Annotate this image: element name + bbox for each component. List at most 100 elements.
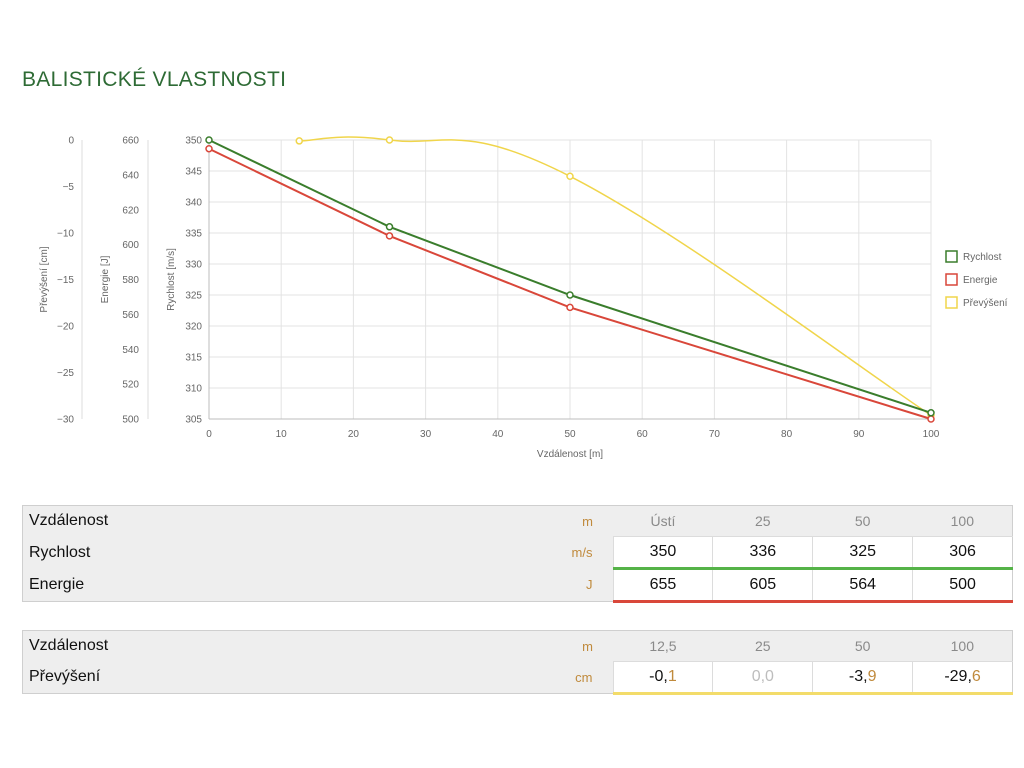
energy-point: [566, 303, 574, 312]
velocity-point: [385, 223, 394, 231]
drop-point: [566, 172, 574, 181]
legend-swatch-velocity: [945, 250, 958, 263]
velocity-unit: m/s: [459, 536, 613, 569]
velocity-tick-label: 335: [185, 229, 202, 240]
velocity-series-line: [208, 139, 932, 414]
distance-unit: m: [459, 505, 613, 537]
x-tick-label: 100: [923, 429, 940, 440]
legend-label-energy: Energie: [963, 275, 998, 286]
velocity-tick-label: 320: [185, 322, 202, 333]
velocity-tick-label: 340: [185, 198, 202, 209]
drop-point: [385, 136, 394, 144]
drop-value: -0,1: [612, 661, 713, 695]
velocity-tick-label: 310: [185, 384, 202, 395]
x-tick-label: 40: [492, 429, 504, 440]
velocity-point: [205, 136, 213, 144]
velocity-tick-label: 330: [185, 260, 202, 271]
table-header-row: Vzdálenost m 12,5 25 50 100: [22, 630, 1013, 662]
drop-tick-label: −20: [57, 322, 74, 333]
energy-value: 655: [612, 568, 713, 603]
energy-tick-label: 520: [122, 380, 139, 391]
energy-tick-label: 660: [122, 136, 139, 147]
x-tick-label: 50: [564, 429, 576, 440]
legend-swatch-energy: [945, 273, 958, 286]
drop-value: 0,0: [712, 661, 813, 695]
velocity-value: 350: [612, 536, 713, 570]
velocity-tick-label: 325: [185, 291, 202, 302]
velocity-tick-label: 315: [185, 353, 202, 364]
velocity-value: 306: [912, 536, 1013, 570]
drop-series-line: [299, 136, 932, 416]
x-tick-label: 80: [781, 429, 793, 440]
energy-tick-label: 540: [122, 345, 139, 356]
distance-header-label: Vzdálenost: [22, 505, 459, 537]
x-tick-label: 30: [420, 429, 432, 440]
velocity-tick-label: 350: [185, 136, 202, 147]
distance-col-1: 12,5: [613, 630, 713, 662]
velocity-row: Rychlost m/s 350 336 325 306: [22, 536, 1013, 570]
energy-tick-label: 620: [122, 205, 139, 216]
distance-col-1: Ústí: [613, 505, 713, 537]
energy-axis-title: Energie [J]: [100, 255, 111, 303]
x-tick-label: 90: [853, 429, 865, 440]
drop-axis-title: Převýšení [cm]: [39, 246, 50, 312]
distance-col-3: 50: [812, 505, 913, 537]
velocity-tick-label: 345: [185, 167, 202, 178]
velocity-axis-title: Rychlost [m/s]: [166, 248, 177, 311]
energy-tick-label: 600: [122, 240, 139, 251]
distance-header-label: Vzdálenost: [22, 630, 459, 662]
drop-tick-label: −15: [57, 275, 74, 286]
drop-tick-label: −5: [63, 182, 75, 193]
drop-point: [295, 137, 303, 145]
distance-col-4: 100: [912, 630, 1013, 662]
energy-point: [927, 415, 935, 423]
drop-row-label: Převýšení: [22, 661, 459, 694]
energy-row-label: Energie: [22, 568, 459, 602]
x-tick-label: 60: [637, 429, 649, 440]
distance-col-4: 100: [912, 505, 1013, 537]
distance-col-3: 50: [812, 630, 913, 662]
velocity-value: 336: [712, 536, 813, 570]
drop-value: -29,6: [912, 661, 1013, 695]
drop-tick-label: −10: [57, 229, 74, 240]
distance-col-2: 25: [712, 505, 813, 537]
drop-tick-label: 0: [68, 136, 74, 147]
energy-unit: J: [459, 568, 613, 602]
energy-value: 500: [912, 568, 1013, 603]
x-tick-label: 20: [348, 429, 360, 440]
velocity-row-label: Rychlost: [22, 536, 459, 569]
table-header-row: Vzdálenost m Ústí 25 50 100: [22, 505, 1013, 537]
legend-label-drop: Převýšení: [963, 298, 1008, 309]
drop-tick-label: −25: [57, 368, 74, 379]
velocity-tick-label: 305: [185, 415, 202, 426]
energy-point: [385, 232, 394, 240]
ballistics-chart: 0 10 20 30 40 50 60 70 80 90 100 Vzdálenost [m] 305 3…: [39, 136, 1008, 461]
distance-unit: m: [459, 630, 613, 662]
page-title: BALISTICKÉ VLASTNOSTI: [22, 68, 287, 91]
drop-table: Vzdálenost m 12,5 25 50 100 Převýšení cm…: [22, 630, 1013, 695]
energy-row: Energie J 655 605 564 500: [22, 568, 1013, 603]
distance-col-2: 25: [712, 630, 813, 662]
velocity-point: [927, 409, 935, 417]
x-tick-label: 10: [276, 429, 288, 440]
x-tick-label: 0: [206, 429, 212, 440]
legend-label-velocity: Rychlost: [963, 252, 1002, 263]
energy-value: 605: [712, 568, 813, 603]
energy-series-line: [208, 147, 932, 420]
x-tick-label: 70: [709, 429, 721, 440]
energy-tick-label: 580: [122, 275, 139, 286]
velocity-energy-table: Vzdálenost m Ústí 25 50 100 Rychlost m/s…: [22, 505, 1013, 603]
velocity-point: [566, 291, 574, 299]
drop-unit: cm: [459, 661, 613, 694]
x-axis-title: Vzdálenost [m]: [537, 449, 603, 460]
drop-tick-label: −30: [57, 415, 74, 426]
energy-point: [205, 144, 213, 153]
energy-tick-label: 500: [122, 415, 139, 426]
energy-tick-label: 560: [122, 310, 139, 321]
drop-value: -3,9: [812, 661, 913, 695]
legend-swatch-drop: [945, 296, 958, 309]
energy-value: 564: [812, 568, 913, 603]
drop-row: Převýšení cm -0,1 0,0 -3,9 -29,6: [22, 661, 1013, 695]
velocity-value: 325: [812, 536, 913, 570]
energy-tick-label: 640: [122, 170, 139, 181]
